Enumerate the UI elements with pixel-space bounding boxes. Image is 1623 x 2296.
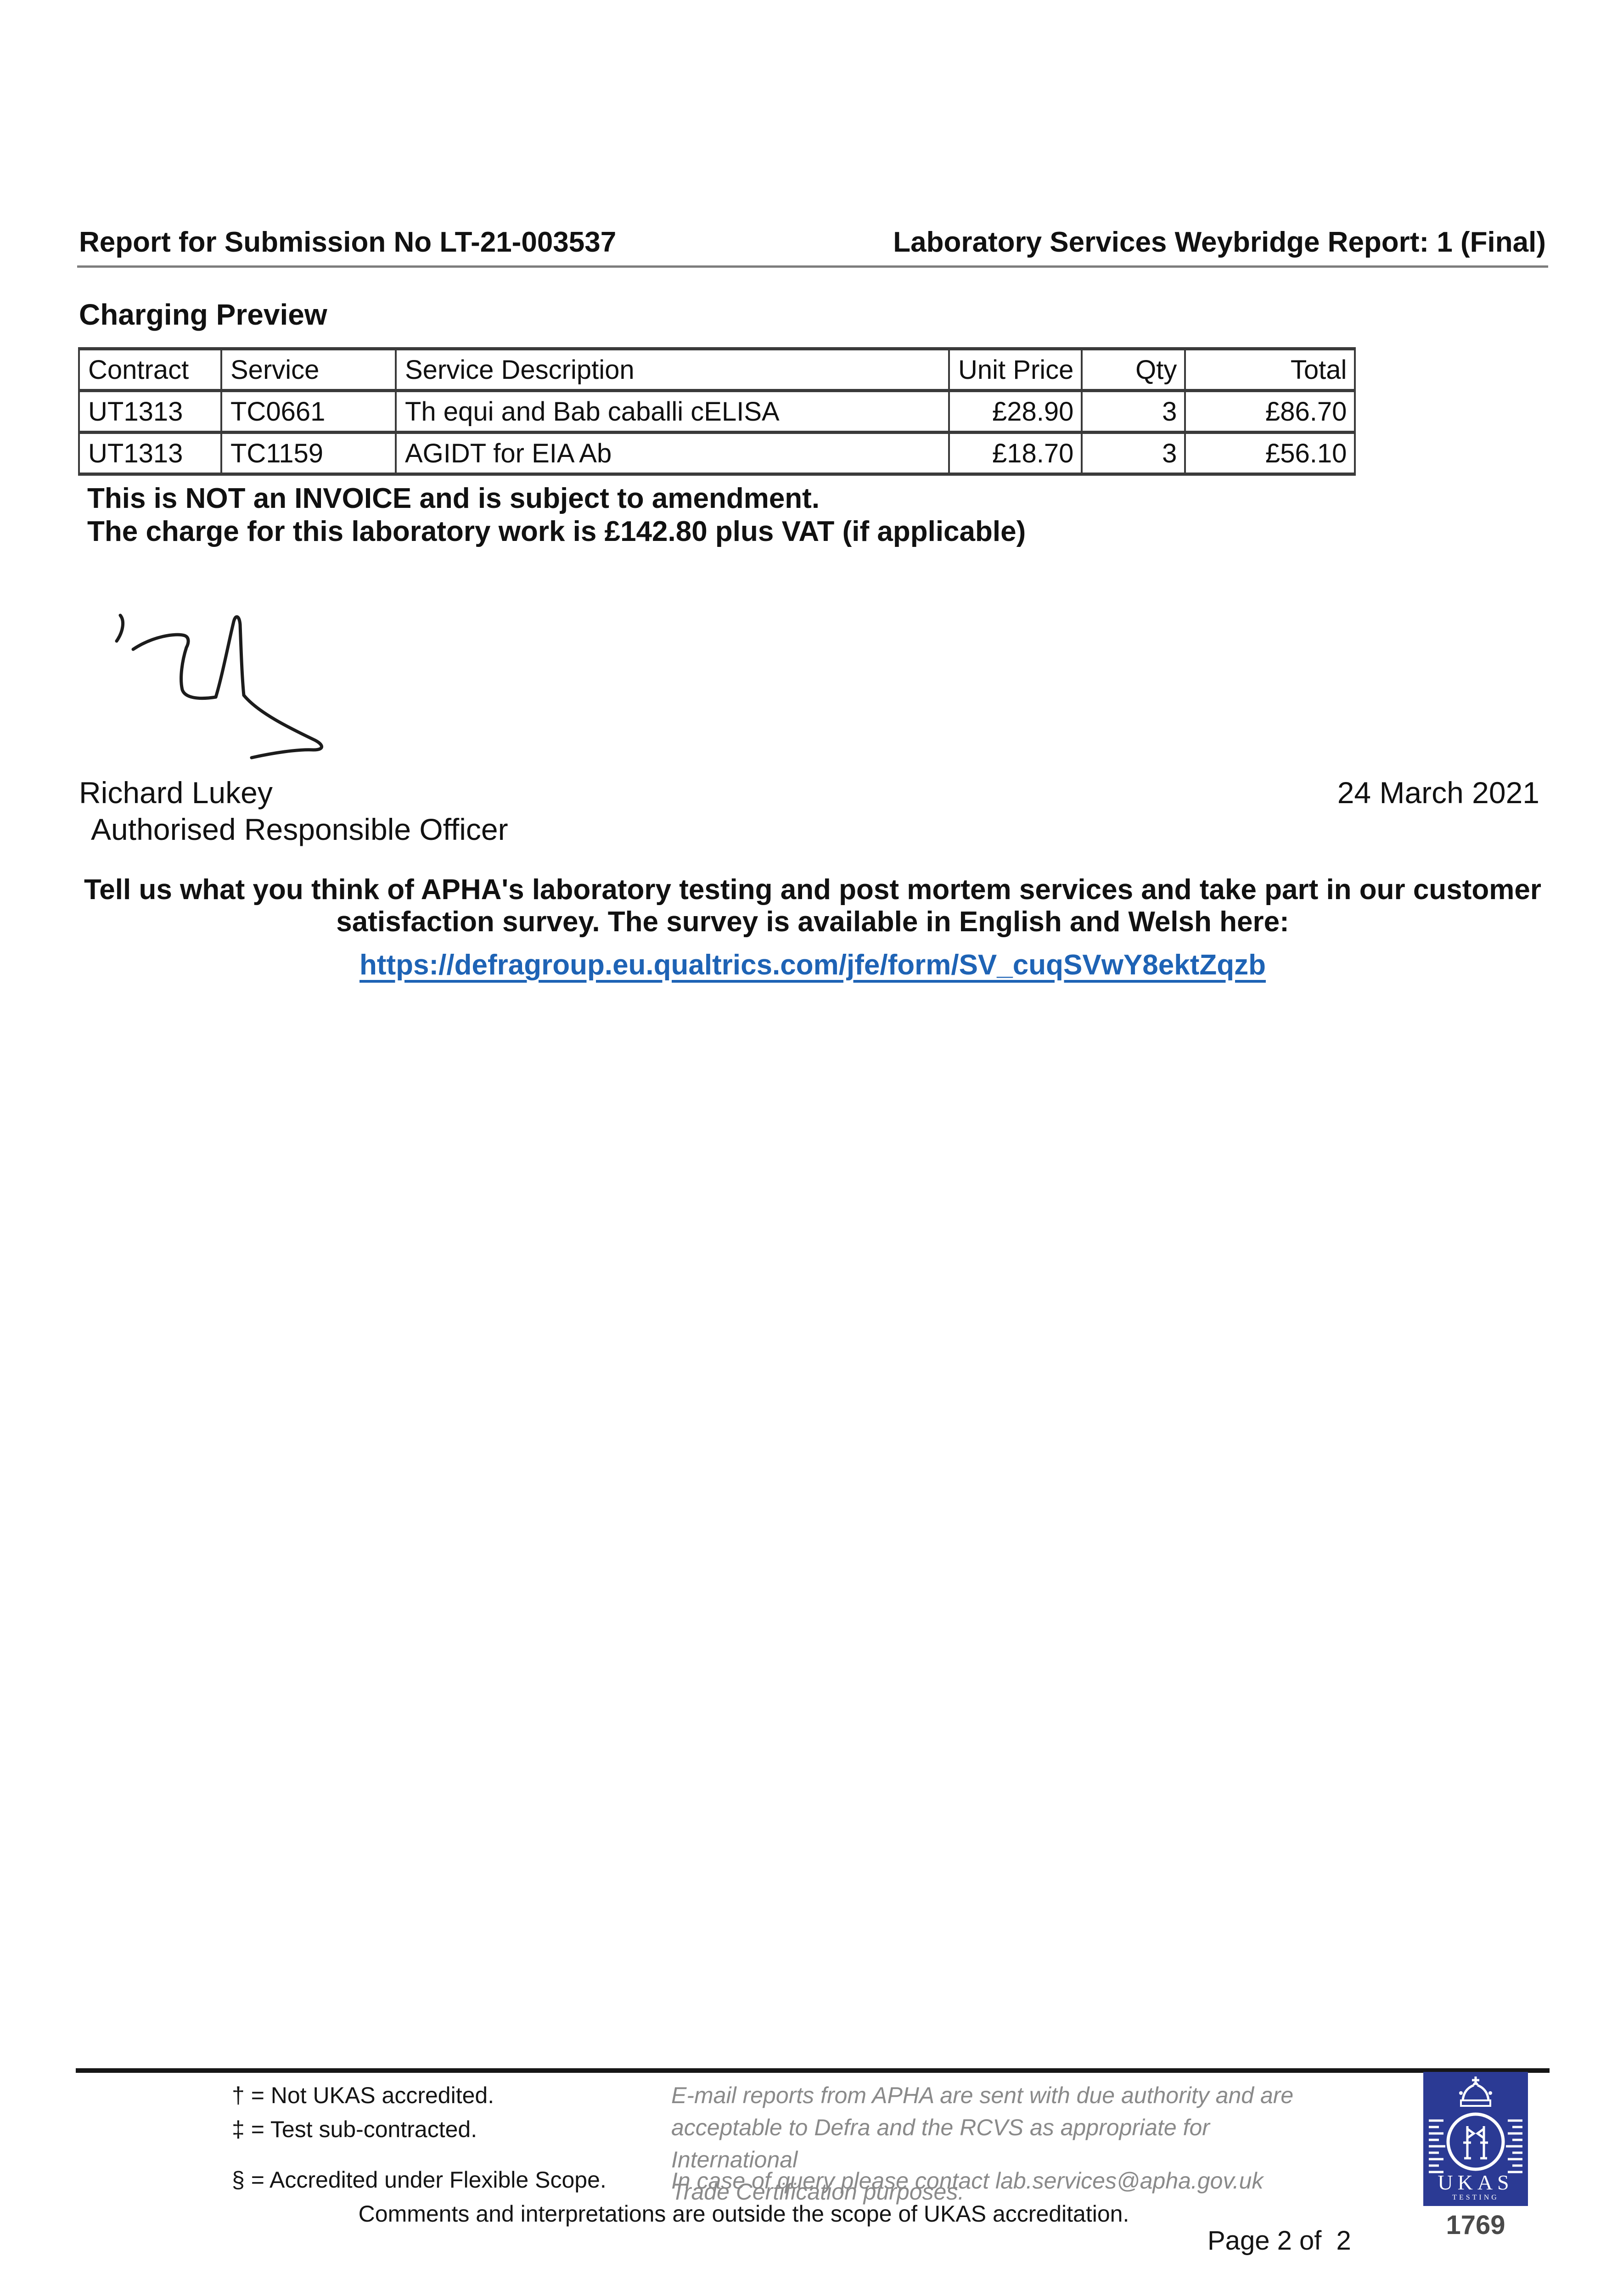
cell-contract: UT1313: [78, 389, 222, 434]
cell-description: AGIDT for EIA Ab: [395, 431, 950, 476]
signoff-title: Authorised Responsible Officer: [91, 812, 508, 846]
page-number: Page 2 of 2: [1207, 2226, 1351, 2256]
cell-service: TC0661: [220, 389, 397, 434]
cell-qty: 3: [1081, 431, 1186, 476]
comments-scope-note: Comments and interpretations are outside…: [358, 2201, 1129, 2227]
report-header-left: Report for Submission No LT-21-003537: [79, 226, 617, 258]
cell-unit-price: £18.70: [948, 431, 1083, 476]
cell-total: £56.10: [1184, 431, 1356, 476]
cell-total: £86.70: [1184, 389, 1356, 434]
survey-text-line1: Tell us what you think of APHA's laborat…: [84, 874, 1541, 906]
col-header-contract: Contract: [78, 347, 222, 392]
survey-text-line2: satisfaction survey. The survey is avail…: [336, 906, 1289, 938]
cell-contract: UT1313: [78, 431, 222, 476]
col-header-qty: Qty: [1081, 347, 1186, 392]
col-header-unit-price: Unit Price: [948, 347, 1083, 392]
ukas-logo-label: UKAS: [1438, 2171, 1513, 2194]
not-invoice-notice: This is NOT an INVOICE and is subject to…: [87, 483, 820, 514]
signoff-date: 24 March 2021: [1337, 776, 1539, 810]
survey-link-row: https://defragroup.eu.qualtrics.com/jfe/…: [78, 949, 1547, 981]
cell-description: Th equi and Bab caballi cELISA: [395, 389, 950, 434]
ukas-testing-logo: UKAS TESTING: [1423, 2072, 1528, 2206]
cell-qty: 3: [1081, 389, 1186, 434]
charge-total-notice: The charge for this laboratory work is £…: [87, 516, 1026, 547]
ukas-accreditation-number: 1769: [1446, 2210, 1505, 2240]
signature-image: [115, 613, 324, 760]
header-divider: [77, 265, 1548, 268]
footnote-subcontracted: ‡ = Test sub-contracted.: [232, 2116, 477, 2142]
query-contact-note: In case of query please contact lab.serv…: [671, 2168, 1264, 2194]
signoff-name: Richard Lukey: [79, 776, 273, 810]
col-header-total: Total: [1184, 347, 1356, 392]
col-header-service: Service: [220, 347, 397, 392]
email-authority-note: E-mail reports from APHA are sent with d…: [671, 2079, 1323, 2208]
table-row: UT1313 TC0661 Th equi and Bab caballi cE…: [78, 389, 1356, 434]
email-note-line: Trade Certification purposes.: [671, 2179, 965, 2205]
cell-service: TC1159: [220, 431, 397, 476]
charging-table: Contract Service Service Description Uni…: [78, 347, 1356, 476]
survey-link[interactable]: https://defragroup.eu.qualtrics.com/jfe/…: [359, 949, 1266, 981]
charging-preview-title: Charging Preview: [79, 298, 327, 331]
footnote-not-accredited: † = Not UKAS accredited.: [232, 2082, 494, 2108]
col-header-description: Service Description: [395, 347, 950, 392]
email-note-line: E-mail reports from APHA are sent with d…: [671, 2082, 1294, 2108]
report-header-right: Laboratory Services Weybridge Report: 1 …: [893, 226, 1546, 258]
charging-table-header-row: Contract Service Service Description Uni…: [78, 347, 1356, 392]
footer-divider: [76, 2068, 1550, 2073]
table-row: UT1313 TC1159 AGIDT for EIA Ab £18.70 3 …: [78, 431, 1356, 476]
ukas-logo-sublabel: TESTING: [1452, 2194, 1499, 2201]
footnote-flexible-scope: § = Accredited under Flexible Scope.: [232, 2167, 607, 2193]
email-note-line: acceptable to Defra and the RCVS as appr…: [671, 2115, 1210, 2172]
cell-unit-price: £28.90: [948, 389, 1083, 434]
